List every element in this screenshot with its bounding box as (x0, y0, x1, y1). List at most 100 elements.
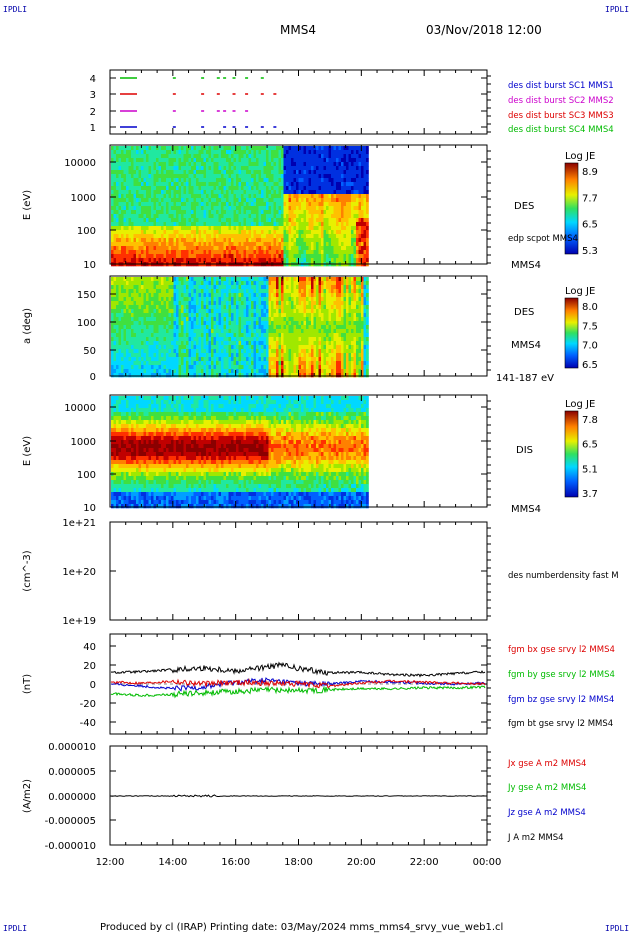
spectrogram-cell (268, 226, 272, 231)
spectrogram-cell (191, 222, 194, 227)
spectrogram-cell (186, 226, 189, 231)
spectrogram-cell (266, 194, 269, 199)
spectrogram-cell (263, 281, 267, 286)
spectrogram-cell (186, 246, 189, 251)
spectrogram-cell (208, 186, 212, 191)
spectrogram-cell (163, 190, 167, 195)
spectrogram-cell (366, 190, 369, 195)
spectrogram-cell (351, 230, 354, 235)
spectrogram-cell (286, 194, 289, 199)
spectrogram-cell (236, 258, 239, 263)
spectrogram-cell (326, 158, 329, 163)
spectrogram-cell (188, 178, 192, 183)
spectrogram-cell (276, 174, 279, 179)
spectrogram-cell (138, 230, 142, 235)
spectrogram-cell (161, 178, 164, 183)
spectrogram-cell (268, 285, 272, 290)
spectrogram-cell (338, 246, 342, 251)
spectrogram-cell (213, 250, 217, 255)
spectrogram-cell (148, 206, 152, 211)
spectrogram-cell (306, 190, 309, 195)
spectrogram-cell (193, 333, 197, 338)
spectrogram-cell (183, 226, 187, 231)
spectrogram-cell (366, 162, 369, 167)
spectrogram-cell (138, 285, 142, 290)
spectrogram-cell (291, 150, 294, 155)
spectrogram-cell (218, 178, 222, 183)
spectrogram-cell (143, 309, 147, 314)
spectrogram-cell (121, 210, 124, 215)
spectrogram-cell (276, 210, 279, 215)
spectrogram-cell (221, 357, 224, 362)
spectrogram-cell (186, 186, 189, 191)
spectrogram-cell (321, 146, 324, 151)
spectrogram-cell (196, 190, 199, 195)
spectrogram-cell (271, 218, 274, 223)
spectrogram-cell (246, 174, 249, 179)
spectrogram-cell (153, 361, 157, 366)
spectrogram-cell (268, 357, 272, 362)
spectrogram-cell (141, 166, 144, 171)
spectrogram-cell (256, 337, 259, 342)
spectrogram-cell (296, 206, 299, 211)
spectrogram-cell (136, 254, 139, 259)
spectrogram-cell (138, 154, 142, 159)
spectrogram-cell (268, 329, 272, 334)
spectrogram-cell (183, 301, 187, 306)
spectrogram-cell (273, 146, 277, 151)
spectrogram-cell (338, 166, 342, 171)
spectrogram-cell (276, 293, 279, 298)
spectrogram-cell (288, 198, 292, 203)
spectrogram-cell (173, 297, 177, 302)
spectrogram-cell (328, 202, 332, 207)
spectrogram-cell (228, 150, 232, 155)
spectrogram-cell (166, 305, 169, 310)
spectrogram-cell (291, 250, 294, 255)
corner-label-bottom-right: IPDLI (605, 924, 629, 933)
spectrogram-cell (178, 353, 182, 358)
spectrogram-cell (231, 170, 234, 175)
spectrogram-cell (166, 369, 169, 374)
spectrogram-cell (313, 186, 317, 191)
spectrogram-cell (308, 210, 312, 215)
spectrogram-cell (243, 277, 247, 282)
spectrogram-cell (311, 198, 314, 203)
spectrogram-cell (113, 154, 117, 159)
spectrogram-cell (253, 254, 257, 259)
spectrogram-cell (328, 218, 332, 223)
spectrogram-cell (311, 214, 314, 219)
spectrogram-cell (298, 154, 302, 159)
spectrogram-cell (176, 222, 179, 227)
spectrogram-cell (128, 238, 132, 243)
spectrogram-cell (328, 158, 332, 163)
spectrogram-cell (358, 158, 362, 163)
spectrogram-cell (148, 166, 152, 171)
spectrogram-cell (253, 325, 257, 330)
spectrogram-cell (321, 250, 324, 255)
spectrogram-cell (116, 166, 119, 171)
spectrogram-cell (241, 250, 244, 255)
spectrogram-cell (148, 361, 152, 366)
spectrogram-cell (263, 210, 267, 215)
corner-label-top-left: IPDLI (3, 5, 27, 14)
spectrogram-cell (273, 174, 277, 179)
spectrogram-cell (173, 238, 177, 243)
spectrogram-cell (178, 333, 182, 338)
spectrogram-cell (148, 186, 152, 191)
spectrogram-cell (228, 218, 232, 223)
spectrogram-cell (271, 226, 274, 231)
spectrogram-cell (278, 293, 282, 298)
spectrogram-cell (118, 146, 122, 151)
spectrogram-cell (178, 258, 182, 263)
spectrogram-cell (118, 230, 122, 235)
spectrogram-cell (268, 206, 272, 211)
spectrogram-cell (203, 369, 207, 374)
spectrogram-cell (236, 289, 239, 294)
spectrogram-cell (248, 238, 252, 243)
spectrogram-cell (128, 250, 132, 255)
spectrogram-cell (138, 170, 142, 175)
spectrogram-cell (131, 258, 134, 263)
spectrogram-cell (208, 250, 212, 255)
spectrogram-cell (276, 218, 279, 223)
spectrogram-cell (361, 206, 364, 211)
